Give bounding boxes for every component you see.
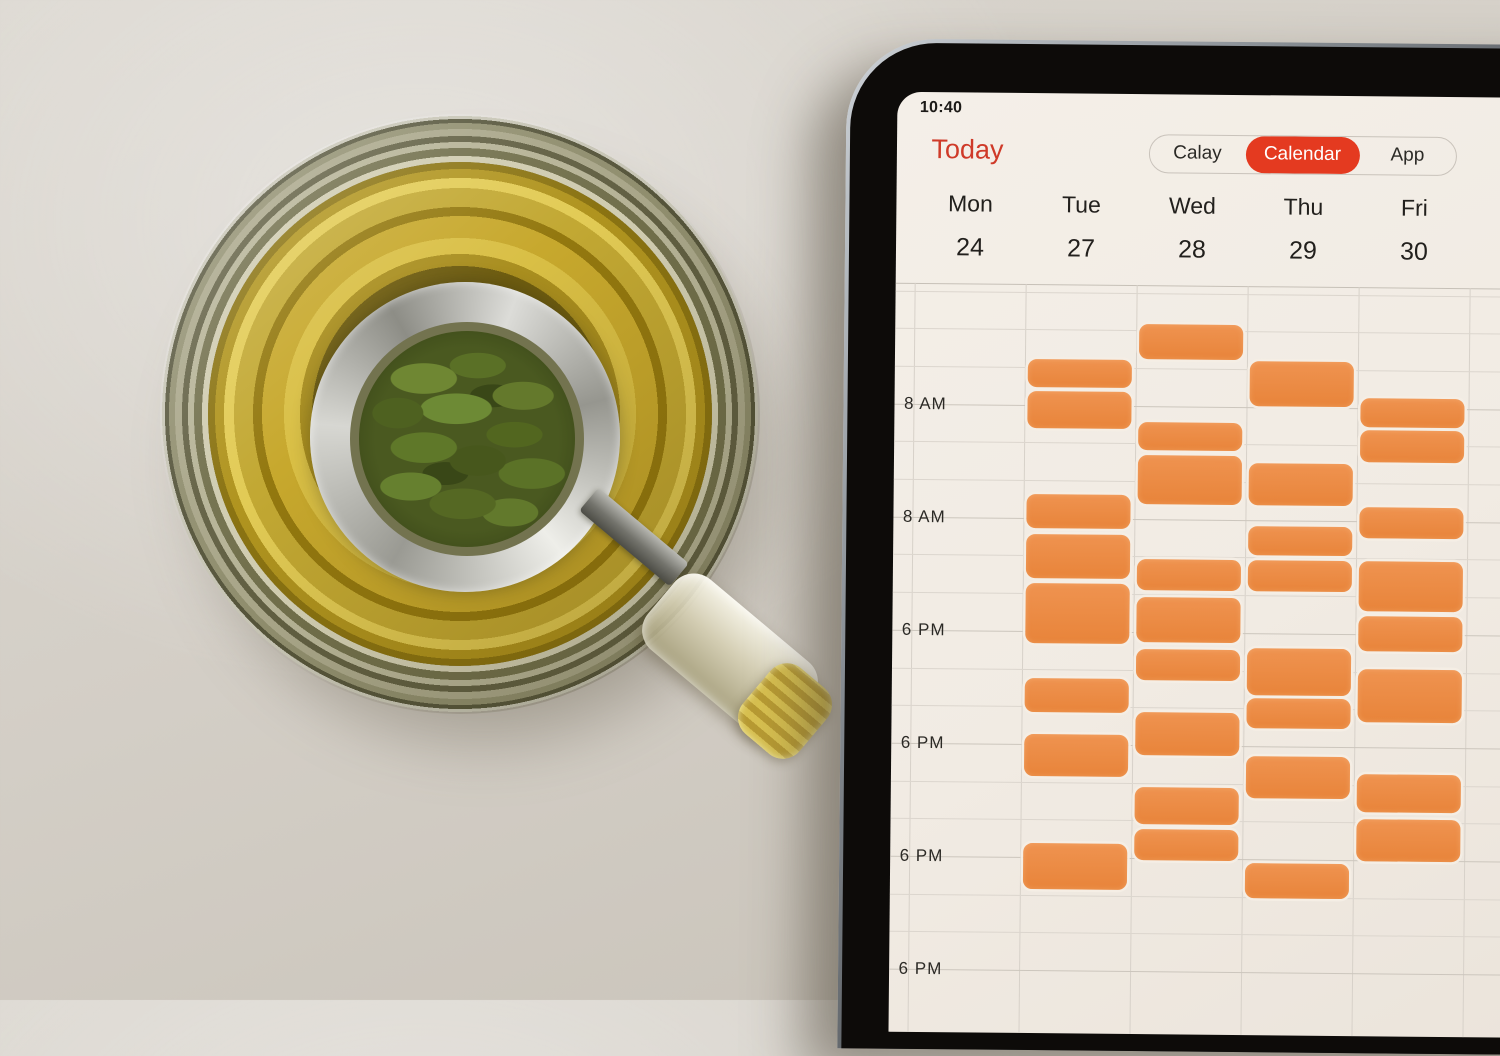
calendar-event[interactable] xyxy=(1135,711,1240,756)
calendar-event[interactable] xyxy=(1248,462,1353,506)
grid-row-line xyxy=(895,290,1500,298)
calendar-event[interactable] xyxy=(1248,525,1353,556)
calendar-event[interactable] xyxy=(1023,733,1129,777)
day-date: 30 xyxy=(1399,237,1429,266)
calendar-event[interactable] xyxy=(1024,677,1129,713)
time-label: 6 PM xyxy=(899,845,944,866)
grid-row-line xyxy=(888,931,1500,939)
time-label: 6 PM xyxy=(898,958,943,979)
calendar-event[interactable] xyxy=(1022,842,1128,890)
calendar-event[interactable] xyxy=(1136,558,1242,591)
day-header-mon[interactable]: Mon 24 xyxy=(914,187,1026,280)
view-segmented-control: Calay Calendar App xyxy=(1148,133,1457,176)
calendar-event[interactable] xyxy=(1360,397,1465,428)
segment-app[interactable]: App xyxy=(1390,144,1425,166)
day-header-row: Mon 24 Tue 27 Wed 28 Thu 29 Fri 30 xyxy=(914,187,1470,284)
calendar-event[interactable] xyxy=(1359,506,1464,539)
calendar-event[interactable] xyxy=(1027,390,1132,429)
grid-row-line xyxy=(888,968,1500,977)
day-date: 24 xyxy=(955,232,985,262)
tablet-screen: 8 AM 8 AM 6 PM 6 PM 6 PM 6 PM 10:40 Today Cal… xyxy=(887,91,1500,1038)
calendar-event[interactable] xyxy=(1356,818,1461,862)
calendar-event[interactable] xyxy=(1135,648,1241,681)
segment-calay[interactable]: Calay xyxy=(1173,142,1222,164)
day-header-fri[interactable]: Fri 30 xyxy=(1358,192,1470,285)
day-name: Mon xyxy=(947,189,993,217)
calendar-event[interactable] xyxy=(1244,862,1350,899)
status-time: 10:40 xyxy=(919,98,963,116)
calendar-event[interactable] xyxy=(1134,828,1239,861)
calendar-event[interactable] xyxy=(1027,358,1132,388)
calendar-event[interactable] xyxy=(1134,786,1239,825)
grid-row-line xyxy=(894,365,1500,373)
calendar-event[interactable] xyxy=(1246,647,1352,696)
grid-column-line xyxy=(1461,287,1471,1037)
time-label: 8 AM xyxy=(903,393,947,413)
day-header-thu[interactable]: Thu 29 xyxy=(1247,191,1359,284)
calendar-event[interactable] xyxy=(1026,493,1131,529)
calendar-event[interactable] xyxy=(1358,560,1464,612)
day-header-wed[interactable]: Wed 28 xyxy=(1136,190,1248,283)
calendar-event[interactable] xyxy=(1245,755,1351,799)
tablet-device: 8 AM 8 AM 6 PM 6 PM 6 PM 6 PM 10:40 Today Cal… xyxy=(837,38,1500,1056)
day-date: 29 xyxy=(1288,235,1318,265)
calendar-event[interactable] xyxy=(1136,596,1241,643)
grid-row-line xyxy=(889,893,1500,901)
calendar-event[interactable] xyxy=(1138,323,1244,360)
segment-calendar[interactable]: Calendar xyxy=(1245,135,1360,174)
day-name: Wed xyxy=(1168,191,1217,219)
calendar-event[interactable] xyxy=(1025,533,1131,579)
calendar-event[interactable] xyxy=(1249,360,1354,407)
today-button[interactable]: Today xyxy=(931,133,1004,165)
calendar-event[interactable] xyxy=(1358,615,1463,652)
calendar-event[interactable] xyxy=(1247,559,1353,592)
grid-column-line xyxy=(1017,283,1027,1033)
time-label: 8 AM xyxy=(902,506,946,526)
calendar-event[interactable] xyxy=(1246,697,1351,729)
day-name: Thu xyxy=(1283,192,1324,220)
calendar-event[interactable] xyxy=(1356,773,1461,813)
calendar-event[interactable] xyxy=(1025,582,1130,644)
day-name: Tue xyxy=(1061,190,1101,218)
day-date: 28 xyxy=(1177,234,1207,264)
calendar-event[interactable] xyxy=(1357,668,1462,723)
time-label: 6 PM xyxy=(901,619,946,640)
tea-leaves xyxy=(350,322,584,556)
day-header-tue[interactable]: Tue 27 xyxy=(1025,188,1137,281)
table-surface xyxy=(160,114,841,768)
day-date: 27 xyxy=(1066,233,1096,263)
day-name: Fri xyxy=(1400,194,1428,221)
calendar-event[interactable] xyxy=(1137,454,1243,505)
calendar-event[interactable] xyxy=(1359,429,1465,463)
tablet-bezel: 8 AM 8 AM 6 PM 6 PM 6 PM 6 PM 10:40 Today Cal… xyxy=(840,41,1500,1056)
time-label: 6 PM xyxy=(900,732,945,753)
calendar-event[interactable] xyxy=(1138,421,1243,451)
